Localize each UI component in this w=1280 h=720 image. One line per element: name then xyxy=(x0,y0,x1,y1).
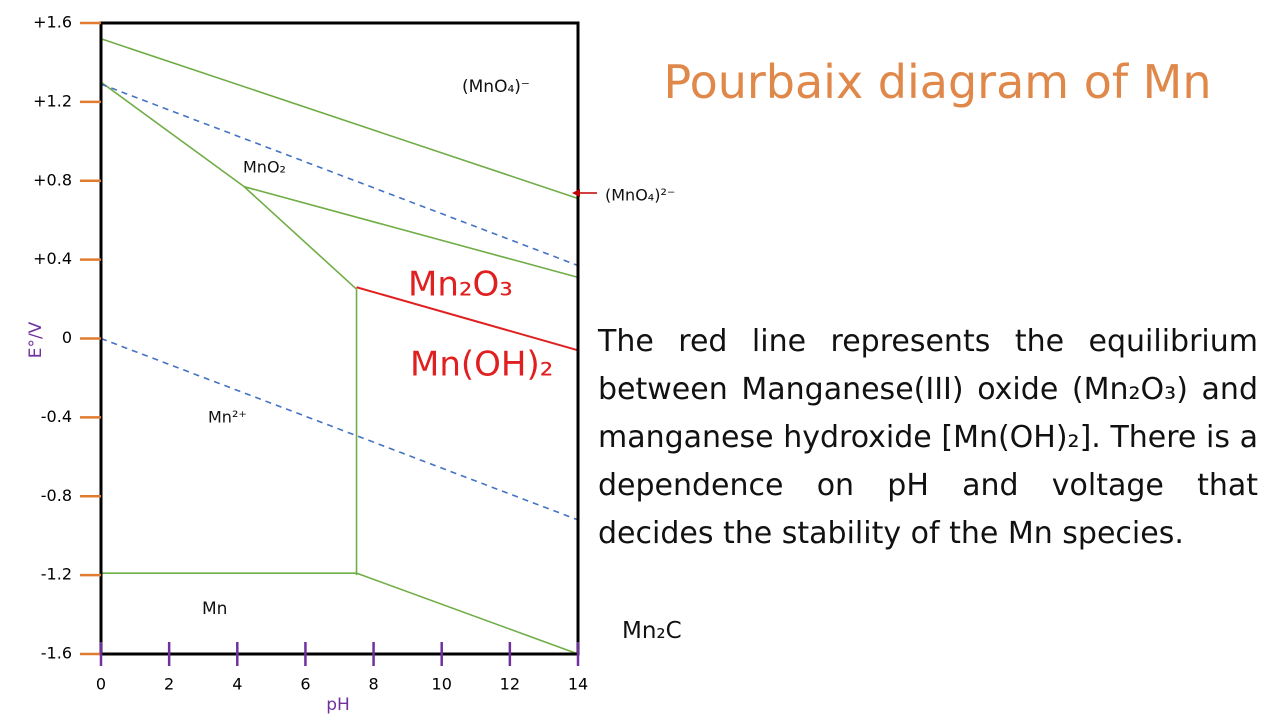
y-axis-label: E°/V xyxy=(26,321,46,358)
x-tick-label: 4 xyxy=(232,675,242,694)
plot-frame xyxy=(99,21,580,656)
y-tick-label: 0 xyxy=(62,328,72,347)
boundary-line xyxy=(356,286,579,352)
y-tick-label: -0.8 xyxy=(41,486,72,505)
boundary-line xyxy=(100,83,579,267)
x-axis-label: pH xyxy=(326,695,350,715)
x-tick-label: 10 xyxy=(432,675,452,694)
region-label: (MnO₄)⁻ xyxy=(462,77,530,97)
boundary-line xyxy=(243,185,579,279)
y-tick-label: -1.6 xyxy=(41,644,72,663)
x-tick-label: 2 xyxy=(164,675,174,694)
chart: +1.6 +1.2 +0.8 +0.4 0 -0.4 -0.8 -1.2 -1.6 0 2 4 6 8 10… xyxy=(26,13,675,716)
region-label: MnO₂ xyxy=(243,158,286,177)
body-text: The red line represents the equilibrium … xyxy=(598,324,1258,551)
boundary-line xyxy=(356,572,579,655)
y-tick-label: +0.4 xyxy=(33,249,72,268)
boundary-line xyxy=(100,81,358,290)
y-tick-label: +0.8 xyxy=(33,170,72,189)
x-tick-label: 0 xyxy=(96,675,106,694)
y-tick-label: +1.2 xyxy=(33,91,72,110)
region-label: Mn₂O₃ xyxy=(408,265,513,305)
boundary-line xyxy=(100,337,579,521)
y-tick-label: +1.6 xyxy=(33,13,72,32)
x-tick-label: 8 xyxy=(368,675,378,694)
region-label: Mn(OH)₂ xyxy=(410,345,553,385)
region-label: (MnO₄)²⁻ xyxy=(605,186,675,205)
region-label: Mn²⁺ xyxy=(208,408,247,427)
y-tick-label: -0.4 xyxy=(41,407,72,426)
region-label: Mn xyxy=(202,599,227,619)
x-tick-label: 14 xyxy=(568,675,588,694)
boundary-line xyxy=(100,38,579,200)
pointer-head xyxy=(572,189,580,197)
x-tick-label: 6 xyxy=(300,675,310,694)
cropped-label: Mn₂C xyxy=(622,618,682,644)
y-tick-label: -1.2 xyxy=(41,565,72,584)
slide-title: Pourbaix diagram of Mn xyxy=(663,55,1212,109)
x-tick-label: 12 xyxy=(500,675,520,694)
